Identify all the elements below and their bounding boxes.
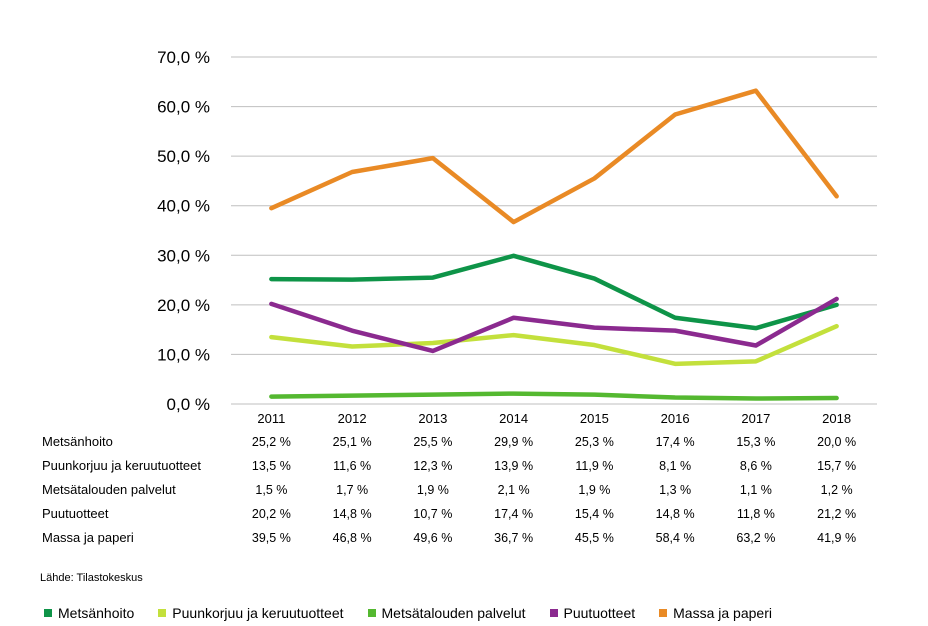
table-row-label: Puutuotteet [42,506,109,521]
data-table-cell: 11,9 % [575,459,613,473]
legend: Metsänhoito Puunkorjuu ja keruutuotteet Me… [44,605,796,621]
y-tick-label: 30,0 % [157,246,210,265]
legend-swatch [659,609,668,617]
data-table-cell: 1,7 % [336,483,368,497]
x-tick-label: 2013 [418,411,447,426]
legend-label: Metsätalouden palvelut [381,605,526,621]
legend-item: Metsätalouden palvelut [367,605,526,621]
data-table-cell: 63,2 % [736,531,775,545]
legend-swatch [44,609,52,617]
data-table-cell: 25,2 % [252,435,291,449]
x-tick-label: 2011 [257,411,285,426]
data-table-cell: 13,5 % [252,459,291,473]
table-row-label: Massa ja paperi [42,530,134,545]
table-row-label: Metsänhoito [42,434,113,449]
data-table-cell: 1,5 % [255,483,287,497]
data-table-cell: 17,4 % [494,507,533,521]
y-tick-label: 10,0 % [157,345,210,364]
legend-swatch [367,609,376,617]
data-table-cell: 21,2 % [817,507,856,521]
data-table-cell: 10,7 % [413,507,452,521]
series-line-5 [269,88,839,225]
data-table-cell: 11,8 % [737,507,775,521]
legend-label: Massa ja paperi [673,605,772,621]
data-table-cell: 1,3 % [659,483,691,497]
legend-label: Puutuotteet [563,605,636,621]
legend-label: Puunkorjuu ja keruutuotteet [172,605,344,621]
series-line-3 [269,391,839,401]
x-tick-label: 2016 [661,411,690,426]
data-table-cell: 8,1 % [659,459,691,473]
data-table-cell: 1,9 % [578,483,610,497]
y-axis-ticks: 0,0 % 10,0 % 20,0 % 30,0 % 40,0 % 50,0 % 60,0 … [157,48,210,414]
legend-label: Metsänhoito [58,605,135,621]
gridlines [231,56,877,405]
data-table-cell: 46,8 % [333,531,372,545]
data-table-cell: 14,8 % [656,507,695,521]
data-table-cell: 41,9 % [817,531,856,545]
data-table-cell: 12,3 % [413,459,452,473]
data-table-cell: 20,0 % [817,435,856,449]
x-axis-ticks: 2011 2012 2013 2014 2015 2016 2017 2018 [257,411,851,426]
data-table-cell: 1,2 % [821,483,853,497]
data-table-cell: 20,2 % [252,507,291,521]
legend-item: Puunkorjuu ja keruutuotteet [158,605,344,621]
data-table-cell: 15,3 % [736,435,775,449]
data-table-cell: 17,4 % [656,435,695,449]
y-tick-label: 70,0 % [157,48,210,67]
data-table-cell: 14,8 % [333,507,372,521]
line-chart: 0,0 % 10,0 % 20,0 % 30,0 % 40,0 % 50,0 % 60,0 … [42,48,877,545]
data-table-cell: 15,7 % [817,459,856,473]
series-line-2 [269,323,839,367]
x-tick-label: 2012 [338,411,367,426]
data-table-cell: 11,6 % [333,459,371,473]
data-table-cell: 25,5 % [413,435,452,449]
data-table-cell: 25,3 % [575,435,614,449]
data-table-cell: 1,1 % [740,483,772,497]
table-row-label: Puunkorjuu ja keruutuotteet [42,458,201,473]
legend-swatch [158,609,167,617]
y-tick-label: 50,0 % [157,147,210,166]
x-tick-label: 2017 [741,411,770,426]
legend-swatch [549,609,558,617]
data-table-cell: 36,7 % [494,531,533,545]
y-tick-label: 0,0 % [167,395,210,414]
y-tick-label: 40,0 % [157,197,210,216]
series-line-4 [269,296,839,354]
data-table-cell: 49,6 % [413,531,452,545]
series-lines [269,88,839,401]
legend-item: Metsänhoito [44,605,134,621]
x-tick-label: 2018 [822,411,851,426]
legend-item: Puutuotteet [549,605,636,621]
series-line-1 [269,253,839,331]
data-table-cell: 1,9 % [417,483,449,497]
y-tick-label: 20,0 % [157,296,210,315]
legend-item: Massa ja paperi [659,605,772,621]
data-table-cell: 8,6 % [740,459,772,473]
data-table-cell: 13,9 % [494,459,533,473]
x-tick-label: 2014 [499,411,528,426]
data-table-cell: 2,1 % [498,483,530,497]
data-table-cell: 25,1 % [333,435,372,449]
data-table-cell: 15,4 % [575,507,614,521]
data-table: Metsänhoito 25,2 % 25,1 % 25,5 % 29,9 % 25,3 … [42,434,856,545]
x-tick-label: 2015 [580,411,609,426]
y-tick-label: 60,0 % [157,98,210,117]
source-note: Lähde: Tilastokeskus [40,572,143,584]
data-table-cell: 39,5 % [252,531,291,545]
data-table-cell: 45,5 % [575,531,614,545]
table-row-label: Metsätalouden palvelut [42,482,176,497]
data-table-cell: 29,9 % [494,435,533,449]
data-table-cell: 58,4 % [656,531,695,545]
